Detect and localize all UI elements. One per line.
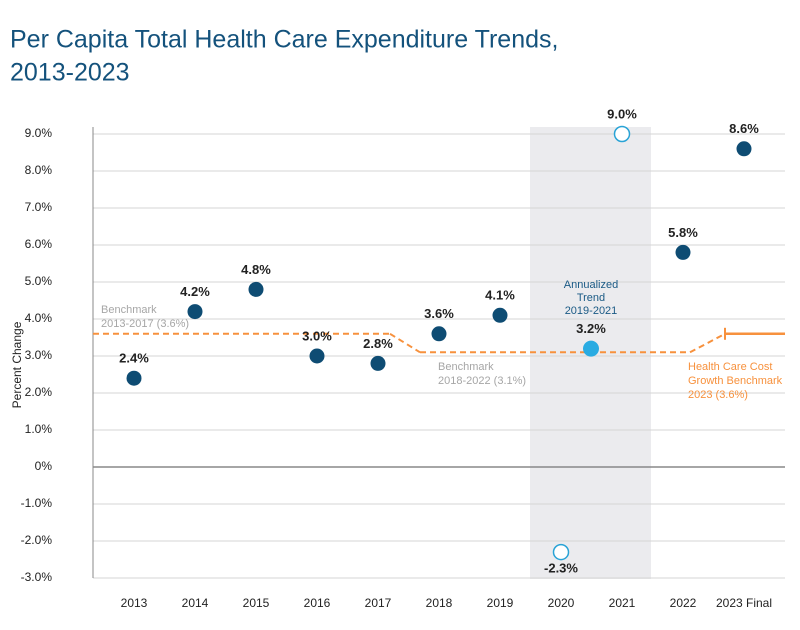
y-tick-label: 2.0% [25,385,53,399]
y-tick-label: 0% [35,459,53,473]
chart-title: Per Capita Total Health Care Expenditure… [10,26,558,54]
benchmark-label: 2018-2022 (3.1%) [438,375,526,387]
x-tick-label: 2023 Final [716,596,772,610]
data-label: 2.4% [119,351,149,366]
x-tick-label: 2021 [609,596,636,610]
point [187,304,203,320]
benchmark-connector [389,332,421,354]
point [552,543,570,561]
y-tick-label: -2.0% [21,533,53,547]
data-label: 2.8% [363,336,393,351]
point [248,281,264,297]
x-tick-label: 2018 [426,596,453,610]
y-tick-label: 8.0% [25,163,53,177]
point [583,340,599,357]
y-axis-label: Percent Change [10,321,24,408]
x-tick-label: 2017 [365,596,392,610]
data-label: 9.0% [607,106,637,121]
point [309,348,325,364]
point [370,355,386,371]
annotation: Trend [577,292,605,304]
benchmark-label: Benchmark [101,304,157,316]
chart-title: 2013-2023 [10,59,130,87]
benchmark-label: Growth Benchmark [688,375,783,387]
point [675,244,691,260]
benchmark-label: Benchmark [438,361,494,373]
x-tick-label: 2016 [304,596,331,610]
x-tick-label: 2019 [487,596,514,610]
x-tick-label: 2015 [243,596,270,610]
x-tick-label: 2013 [121,596,148,610]
annotation: Annualized [564,279,618,291]
data-label: 3.6% [424,306,454,321]
y-tick-label: 3.0% [25,348,53,362]
data-label: 4.1% [485,288,515,303]
benchmark-label: Health Care Cost [688,361,772,373]
x-tick-label: 2014 [182,596,209,610]
y-tick-label: 4.0% [25,311,53,325]
data-label: 4.2% [180,284,210,299]
data-label: 3.2% [576,321,606,336]
benchmark-label: 2013-2017 (3.6%) [101,318,189,330]
data-label: 3.0% [302,328,332,343]
y-tick-label: 7.0% [25,200,53,214]
y-tick-label: 5.0% [25,274,53,288]
point [431,326,447,342]
y-tick-label: 9.0% [25,126,53,140]
point [126,370,142,386]
y-tick-label: 1.0% [25,422,53,436]
point [492,307,508,323]
point [613,125,631,143]
y-tick-label: -1.0% [21,496,53,510]
y-tick-label: 6.0% [25,237,53,251]
annotation: 2019-2021 [565,305,618,317]
benchmark-connector [689,332,726,354]
x-tick-label: 2020 [548,596,575,610]
point [736,141,752,157]
data-label: 5.8% [668,225,698,240]
benchmark-label: 2023 (3.6%) [688,389,748,401]
data-label: 4.8% [241,262,271,277]
data-label: -2.3% [544,561,578,576]
x-tick-label: 2022 [670,596,697,610]
data-label: 8.6% [729,121,759,136]
y-tick-label: -3.0% [21,570,53,584]
